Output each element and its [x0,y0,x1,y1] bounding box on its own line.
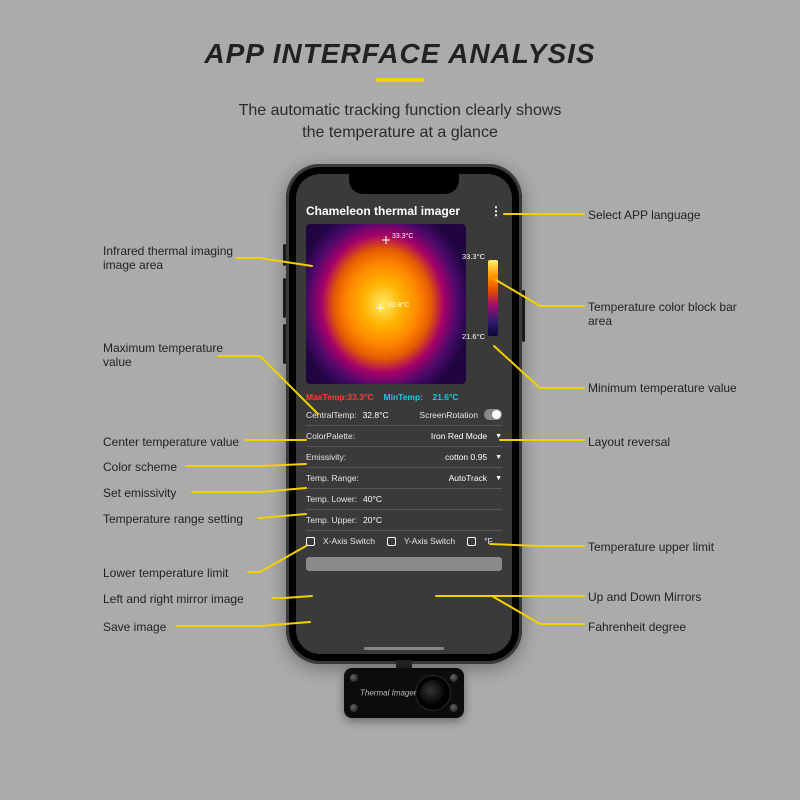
lower-value: 40°C [363,494,382,504]
kebab-menu-icon[interactable]: ⋮ [490,209,502,213]
callout-min-temp: Minimum temperature value [588,381,737,395]
attachment-label: Thermal Imager [360,689,416,698]
upper-label: Temp. Upper: [306,515,357,525]
chevron-down-icon: ▼ [495,433,502,440]
thermal-image [306,224,466,384]
emissivity-label: Emissivity: [306,452,346,462]
row-switches: X-Axis Switch Y-Axis Switch °F [306,530,502,551]
fahrenheit-label: °F [484,536,493,546]
callout-color-bar: Temperature color block bar area [588,300,748,329]
callout-temp-range: Temperature range setting [103,512,243,526]
x-axis-label: X-Axis Switch [323,536,375,546]
center-marker-icon [376,304,384,312]
central-temp-label: CentralTemp: [306,410,357,420]
app-title-bar: Chameleon thermal imager ⋮ [296,200,512,222]
callout-infrared-area: Infrared thermal imaging image area [103,244,243,273]
callout-upper-limit: Temperature upper limit [588,540,714,554]
callout-lower-limit: Lower temperature limit [103,566,228,580]
center-marker-label: 32.8°C [388,302,409,309]
palette-label: ColorPalette: [306,431,355,441]
screen-rotation-toggle[interactable] [484,409,502,420]
camera-lens-icon [420,680,446,706]
screw-icon [350,674,358,682]
callout-fahrenheit: Fahrenheit degree [588,620,686,634]
fahrenheit-checkbox[interactable] [467,537,476,546]
max-temp-value: 33.3°C [347,392,373,402]
chevron-down-icon: ▼ [495,454,502,461]
min-temp-label: MinTemp: [384,392,424,402]
chevron-down-icon: ▼ [495,475,502,482]
colorbar-top-label: 33.3°C [462,252,485,261]
side-button [283,278,286,318]
palette-value: Iron Red Mode [431,431,487,441]
emissivity-value: cotton 0.95 [445,452,487,462]
row-emissivity[interactable]: Emissivity: cotton 0.95 ▼ [306,446,502,467]
callout-emissivity: Set emissivity [103,486,176,500]
title-underline [376,78,424,82]
row-temp-lower[interactable]: Temp. Lower: 40°C [306,488,502,509]
page-subtitle: The automatic tracking function clearly … [0,100,800,143]
row-palette[interactable]: ColorPalette: Iron Red Mode ▼ [306,425,502,446]
range-label: Temp. Range: [306,473,359,483]
screen-rotation-label: ScreenRotation [419,410,478,420]
callout-select-language: Select APP language [588,208,701,222]
phone-frame: Chameleon thermal imager ⋮ 33.3°C 32.8°C… [286,164,522,664]
min-temp-value: 21.6°C [432,392,458,402]
range-value: AutoTrack [449,473,487,483]
x-axis-checkbox[interactable] [306,537,315,546]
row-temp-range[interactable]: Temp. Range: AutoTrack ▼ [306,467,502,488]
side-button [283,324,286,364]
home-indicator [364,647,444,650]
min-temp: MinTemp: 21.6°C [384,392,459,402]
app-title: Chameleon thermal imager [306,204,460,218]
screw-icon [450,674,458,682]
screw-icon [350,704,358,712]
lower-label: Temp. Lower: [306,494,357,504]
screw-icon [450,704,458,712]
save-image-button[interactable] [306,557,502,571]
row-central-rotation: CentralTemp: 32.8°C ScreenRotation [306,404,502,425]
max-marker-icon [382,236,390,244]
max-temp: MaxTemp:33.3°C [306,392,374,402]
callout-mirror-lr: Left and right mirror image [103,592,244,606]
colorbar-bottom-label: 21.6°C [462,332,485,341]
max-marker-label: 33.3°C [392,233,413,240]
phone-screen: Chameleon thermal imager ⋮ 33.3°C 32.8°C… [296,174,512,654]
callout-max-temp: Maximum temperature value [103,341,243,370]
callout-center-temp: Center temperature value [103,435,239,449]
y-axis-label: Y-Axis Switch [404,536,455,546]
central-temp-value: 32.8°C [363,410,389,420]
subtitle-line-1: The automatic tracking function clearly … [239,102,562,119]
thermal-image-area: 33.3°C 32.8°C 33.3°C 21.6°C [306,224,502,386]
side-button [522,290,525,342]
callout-save-image: Save image [103,620,166,634]
max-temp-label: MaxTemp: [306,392,347,402]
subtitle-line-2: the temperature at a glance [302,124,498,141]
callout-mirror-ud: Up and Down Mirrors [588,590,701,604]
y-axis-checkbox[interactable] [387,537,396,546]
page-title: APP INTERFACE ANALYSIS [0,38,800,70]
callout-layout-reversal: Layout reversal [588,435,670,449]
thermal-imager-attachment: Thermal Imager [344,668,464,718]
color-bar [488,260,498,336]
callout-color-scheme: Color scheme [103,460,177,474]
side-button [283,244,286,266]
temps-row: MaxTemp:33.3°C MinTemp: 21.6°C [306,392,502,402]
row-temp-upper[interactable]: Temp. Upper: 20°C [306,509,502,530]
phone-notch [349,174,459,194]
upper-value: 20°C [363,515,382,525]
